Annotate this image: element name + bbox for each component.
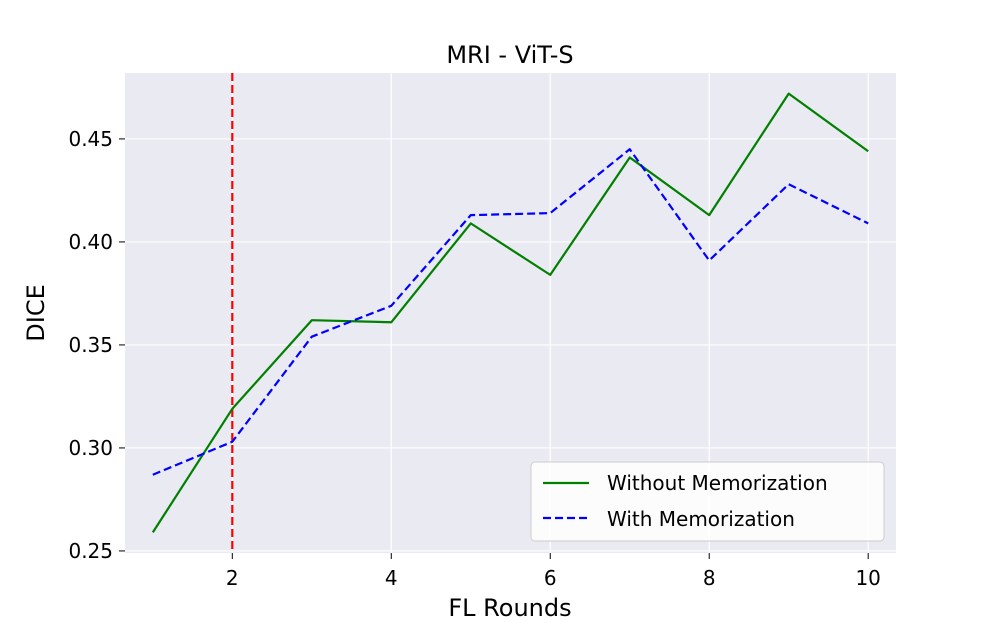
y-tick-label: 0.35	[68, 333, 113, 357]
x-tick-label: 8	[703, 566, 716, 590]
y-axis-ticks: 0.25 0.30 0.35 0.40 0.45	[68, 127, 125, 563]
y-axis-title: DICE	[22, 284, 50, 341]
x-tick-label: 2	[226, 566, 239, 590]
y-tick-label: 0.30	[68, 436, 113, 460]
y-tick-label: 0.45	[68, 127, 113, 151]
series-line-without-memorization	[151, 92, 869, 533]
x-tick-label: 4	[385, 566, 398, 590]
x-tick-label: 6	[544, 566, 557, 590]
legend-label-without-memorization: Without Memorization	[607, 471, 828, 495]
x-axis-title: FL Rounds	[448, 594, 571, 622]
series-line-with-memorization	[152, 148, 869, 476]
x-axis-ticks: 2 4 6 8 10	[226, 553, 881, 590]
y-tick-label: 0.40	[68, 230, 113, 254]
series-layer	[151, 92, 869, 533]
chart-title: MRI - ViT-S	[446, 41, 573, 69]
legend: Without Memorization With Memorization	[530, 461, 885, 542]
legend-box	[530, 461, 885, 542]
y-tick-label: 0.25	[68, 539, 113, 563]
x-tick-label: 10	[855, 566, 880, 590]
legend-label-with-memorization: With Memorization	[607, 507, 795, 531]
